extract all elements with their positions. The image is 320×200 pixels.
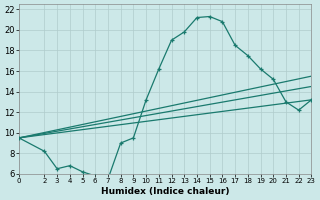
X-axis label: Humidex (Indice chaleur): Humidex (Indice chaleur) [101,187,229,196]
